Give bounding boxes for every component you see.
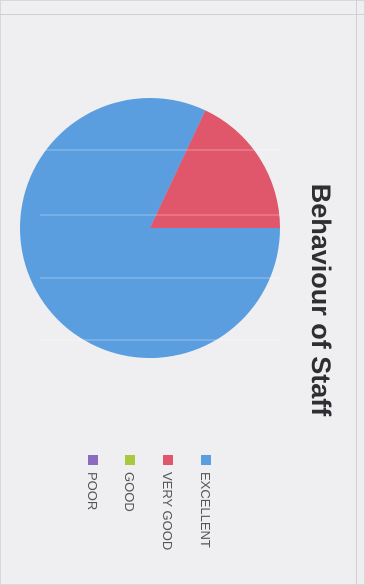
pie-slice-very-good [150, 110, 280, 228]
frame-line-top [0, 14, 365, 15]
pie-slice-excellent [19, 98, 280, 359]
faint-grid-lines [40, 149, 280, 341]
legend-swatch-excellent [201, 455, 211, 465]
chart-title: Behaviour of Staff [306, 184, 336, 418]
legend-swatch-good [125, 455, 135, 465]
legend: EXCELLENT VERY GOOD GOOD POOR [85, 455, 213, 550]
pie-slices [19, 98, 280, 359]
frame-line-right [356, 0, 357, 585]
legend-label-good: GOOD [122, 472, 137, 512]
legend-label-excellent: EXCELLENT [198, 472, 213, 548]
legend-label-poor: POOR [85, 472, 100, 510]
legend-swatch-poor [88, 455, 98, 465]
legend-swatch-very-good [163, 455, 173, 465]
legend-label-very-good: VERY GOOD [160, 472, 175, 550]
